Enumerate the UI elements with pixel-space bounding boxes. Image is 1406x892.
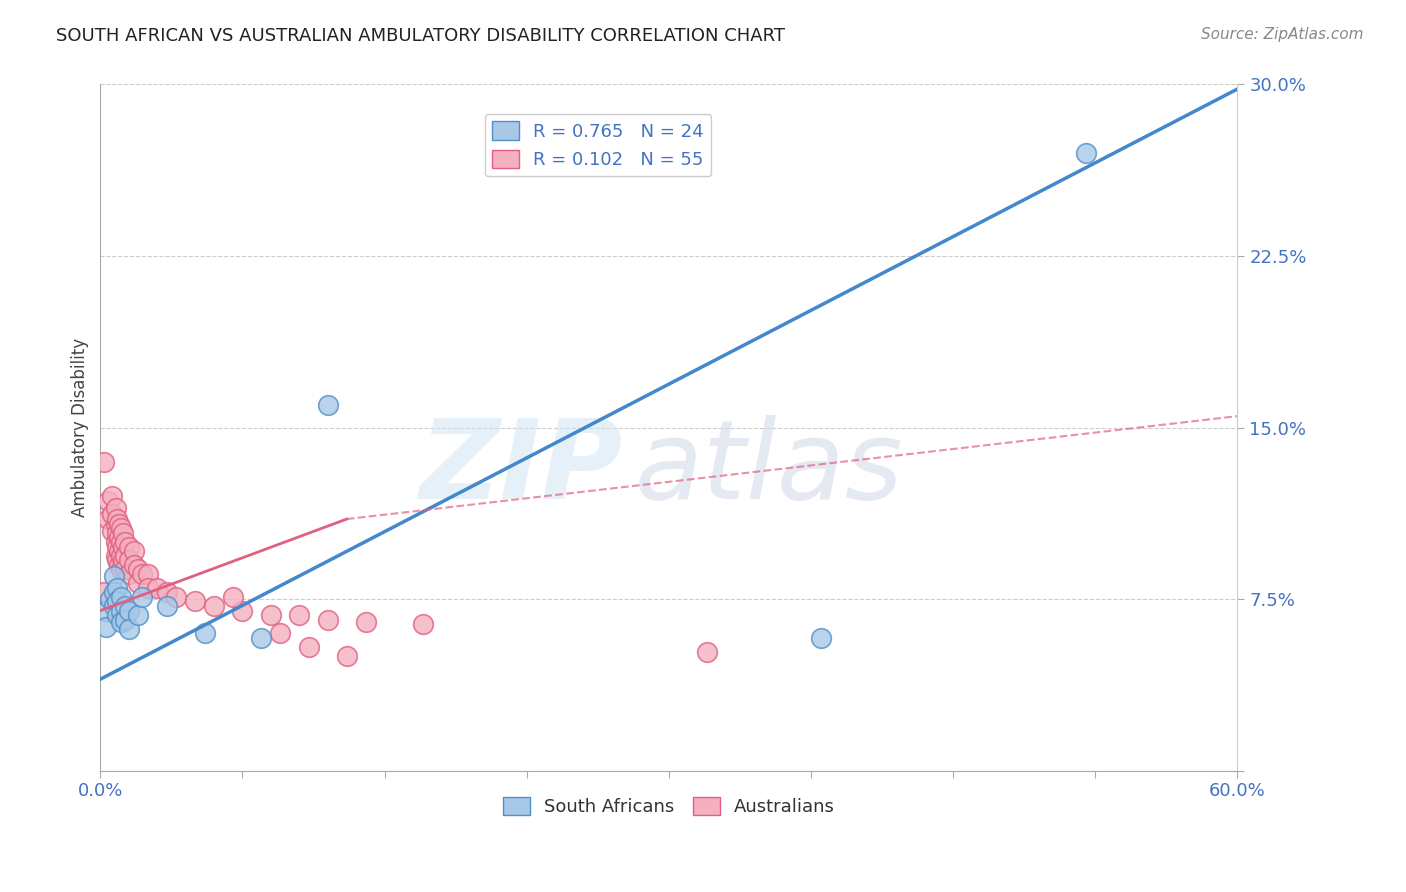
Point — [114, 549, 136, 563]
Point — [222, 590, 245, 604]
Point — [100, 489, 122, 503]
Point — [146, 581, 169, 595]
Point — [194, 626, 217, 640]
Y-axis label: Ambulatory Disability: Ambulatory Disability — [72, 338, 89, 517]
Point — [127, 576, 149, 591]
Point — [97, 512, 120, 526]
Point — [94, 603, 117, 617]
Point — [810, 631, 832, 645]
Point — [260, 608, 283, 623]
Point — [127, 608, 149, 623]
Point — [108, 516, 131, 531]
Text: atlas: atlas — [634, 416, 904, 522]
Point — [131, 566, 153, 581]
Point — [112, 525, 135, 540]
Point — [118, 566, 141, 581]
Point — [107, 553, 129, 567]
Point — [100, 508, 122, 522]
Point — [108, 544, 131, 558]
Point — [107, 512, 129, 526]
Point — [136, 581, 159, 595]
Point — [104, 535, 127, 549]
Point — [104, 549, 127, 563]
Point — [100, 524, 122, 538]
Point — [156, 585, 179, 599]
Point — [316, 398, 339, 412]
Point — [118, 622, 141, 636]
Point — [114, 599, 136, 613]
Point — [110, 615, 132, 629]
Point — [114, 613, 136, 627]
Text: ZIP: ZIP — [420, 416, 623, 522]
Point — [107, 608, 129, 623]
Point — [336, 649, 359, 664]
Point — [103, 569, 125, 583]
Point — [103, 585, 125, 599]
Point — [107, 540, 129, 554]
Point — [316, 613, 339, 627]
Point — [108, 558, 131, 572]
Point — [156, 599, 179, 613]
Point — [114, 535, 136, 549]
Point — [1074, 146, 1097, 161]
Point — [97, 493, 120, 508]
Point — [112, 553, 135, 567]
Point — [103, 599, 125, 613]
Point — [231, 603, 253, 617]
Point — [98, 592, 121, 607]
Point — [298, 640, 321, 655]
Point — [108, 530, 131, 544]
Point — [127, 562, 149, 576]
Point — [124, 544, 146, 558]
Point — [165, 590, 187, 604]
Point — [136, 566, 159, 581]
Text: Source: ZipAtlas.com: Source: ZipAtlas.com — [1201, 27, 1364, 42]
Point — [107, 594, 129, 608]
Point — [110, 562, 132, 576]
Point — [114, 562, 136, 576]
Text: SOUTH AFRICAN VS AUSTRALIAN AMBULATORY DISABILITY CORRELATION CHART: SOUTH AFRICAN VS AUSTRALIAN AMBULATORY D… — [56, 27, 785, 45]
Point — [94, 619, 117, 633]
Point — [202, 599, 225, 613]
Point — [107, 525, 129, 540]
Point — [250, 631, 273, 645]
Point — [104, 500, 127, 515]
Point — [93, 585, 115, 599]
Point — [110, 603, 132, 617]
Point — [118, 603, 141, 617]
Point — [131, 590, 153, 604]
Point — [112, 540, 135, 554]
Point — [288, 608, 311, 623]
Point — [104, 516, 127, 531]
Point — [107, 581, 129, 595]
Point — [696, 645, 718, 659]
Point — [118, 553, 141, 567]
Point — [110, 549, 132, 563]
Point — [412, 617, 434, 632]
Point — [110, 590, 132, 604]
Legend: South Africans, Australians: South Africans, Australians — [495, 789, 842, 823]
Point — [124, 558, 146, 572]
Point — [110, 521, 132, 535]
Point — [93, 455, 115, 469]
Point — [269, 626, 291, 640]
Point — [184, 594, 207, 608]
Point — [354, 615, 377, 629]
Point — [110, 535, 132, 549]
Point — [118, 540, 141, 554]
